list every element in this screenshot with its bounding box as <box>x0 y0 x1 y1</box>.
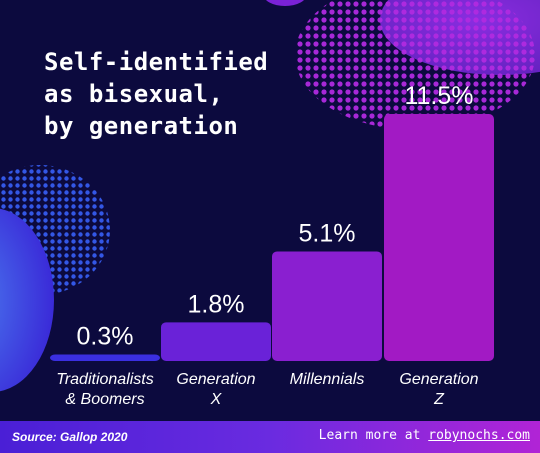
website-link[interactable]: robynochs.com <box>428 428 530 443</box>
category-labels: Traditionalists & Boomers Generation X Mille… <box>56 371 478 408</box>
value-label: 5.1% <box>299 219 356 247</box>
value-label: 1.8% <box>188 290 245 318</box>
bar <box>272 251 382 361</box>
chart-title: Self-identified as bisexual, by generati… <box>44 46 268 142</box>
category-label: Z <box>433 391 445 408</box>
decorative-shapes <box>0 0 540 392</box>
value-label: 11.5% <box>404 82 473 110</box>
bars <box>50 114 494 361</box>
category-label: Millennials <box>290 371 365 388</box>
footer-bar: Source: Gallop 2020 Learn more at robyno… <box>0 421 540 453</box>
left-blob <box>0 208 54 392</box>
source-text: Source: Gallop 2020 <box>12 430 128 444</box>
category-label: X <box>210 391 223 408</box>
learn-more-prefix: Learn more at <box>318 428 429 443</box>
title-line: Self-identified <box>44 48 269 76</box>
value-labels: 0.3% 1.8% 5.1% 11.5% <box>77 82 474 351</box>
category-label: Traditionalists <box>56 371 154 388</box>
category-label: Generation <box>176 371 255 388</box>
category-label: Generation <box>399 371 478 388</box>
title-line: as bisexual, <box>44 80 224 108</box>
category-label: & Boomers <box>65 391 144 408</box>
top-right-dots <box>295 0 535 130</box>
value-label: 0.3% <box>77 323 134 351</box>
bar <box>384 114 494 361</box>
top-small-blob <box>265 0 305 6</box>
learn-more-text: Learn more at robynochs.com <box>319 428 530 443</box>
bar <box>161 322 271 361</box>
bar <box>50 354 160 361</box>
title-line: by generation <box>44 112 239 140</box>
